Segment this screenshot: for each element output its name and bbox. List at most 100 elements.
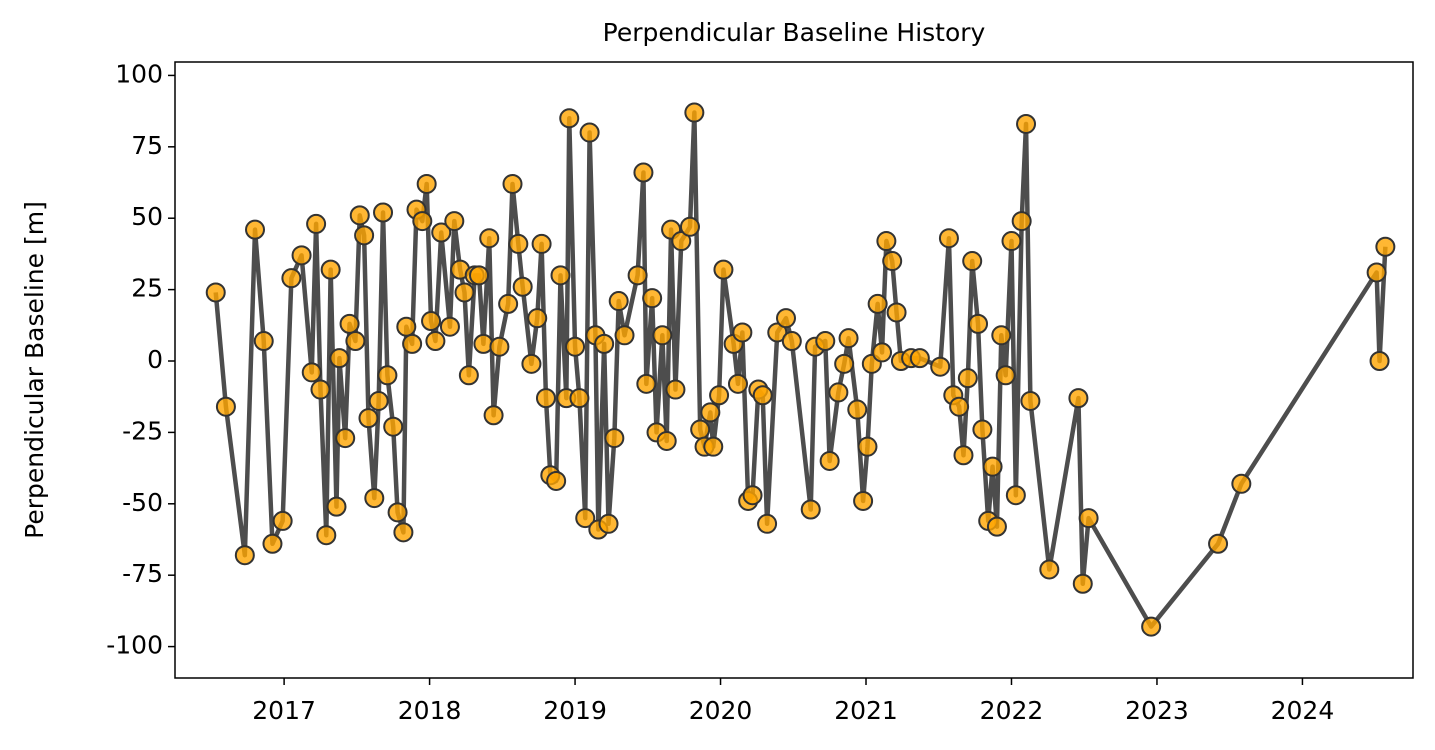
data-point — [986, 516, 1007, 537]
data-point — [957, 368, 978, 389]
data-point — [1231, 473, 1252, 494]
data-point — [886, 302, 907, 323]
x-tick-label: 2018 — [398, 696, 462, 725]
data-point — [335, 428, 356, 449]
data-point — [953, 445, 974, 466]
data-point — [1016, 113, 1037, 134]
data-point — [454, 282, 475, 303]
data-point — [473, 333, 494, 354]
data-point — [489, 336, 510, 357]
y-tick-label: 0 — [147, 345, 163, 374]
data-point — [742, 485, 763, 506]
data-point — [565, 336, 586, 357]
y-tick-label: 75 — [131, 131, 163, 160]
y-tick-label: -25 — [122, 416, 163, 445]
x-tick-label: 2020 — [689, 696, 753, 725]
y-tick-label: 50 — [131, 202, 163, 231]
data-point — [991, 325, 1012, 346]
data-point — [703, 436, 724, 457]
data-point — [354, 225, 375, 246]
data-point — [995, 365, 1016, 386]
plot-frame — [174, 61, 1414, 679]
data-point — [431, 222, 452, 243]
data-point — [1078, 508, 1099, 529]
x-tick-label: 2024 — [1271, 696, 1335, 725]
data-point — [1011, 211, 1032, 232]
data-point — [535, 388, 556, 409]
data-point — [502, 173, 523, 194]
data-point — [857, 436, 878, 457]
data-point — [508, 233, 529, 254]
data-point — [732, 322, 753, 343]
data-point — [598, 513, 619, 534]
data-point — [444, 211, 465, 232]
data-point — [498, 293, 519, 314]
data-point — [377, 365, 398, 386]
data-point — [368, 390, 389, 411]
data-point — [310, 379, 331, 400]
data-point — [425, 331, 446, 352]
x-tick-label: 2017 — [252, 696, 316, 725]
data-point — [930, 356, 951, 377]
data-point — [608, 291, 629, 312]
data-point — [909, 348, 930, 369]
data-point — [982, 456, 1003, 477]
data-point — [272, 510, 293, 531]
data-point — [550, 265, 571, 286]
data-point — [679, 216, 700, 237]
data-point — [819, 450, 840, 471]
data-point — [245, 219, 266, 240]
data-point — [636, 373, 657, 394]
data-point — [1005, 485, 1026, 506]
data-point — [521, 353, 542, 374]
data-point — [364, 488, 385, 509]
data-point — [1039, 559, 1060, 580]
data-point — [546, 470, 567, 491]
data-point — [383, 416, 404, 437]
data-point — [291, 245, 312, 266]
data-point — [569, 388, 590, 409]
data-point — [396, 316, 417, 337]
data-point — [727, 373, 748, 394]
data-point — [320, 259, 341, 280]
data-point — [828, 382, 849, 403]
y-axis-label: Perpendicular Baseline [m] — [20, 201, 49, 539]
data-point — [876, 231, 897, 252]
data-point — [527, 308, 548, 329]
data-point — [483, 405, 504, 426]
data-point — [962, 251, 983, 272]
data-point — [579, 122, 600, 143]
data-point — [215, 396, 236, 417]
data-point — [642, 288, 663, 309]
y-tick-label: -100 — [106, 631, 163, 660]
data-point — [690, 419, 711, 440]
data-point — [402, 333, 423, 354]
data-point — [416, 173, 437, 194]
data-point — [316, 525, 337, 546]
data-point — [847, 399, 868, 420]
data-point — [671, 231, 692, 252]
data-point — [627, 265, 648, 286]
data-point — [412, 211, 433, 232]
data-point — [853, 490, 874, 511]
y-tick-label: 100 — [115, 59, 163, 88]
data-point — [800, 499, 821, 520]
data-point — [345, 331, 366, 352]
data-point — [1141, 616, 1162, 637]
data-point — [469, 265, 490, 286]
data-point — [253, 331, 274, 352]
data-point — [1068, 388, 1089, 409]
data-point — [1375, 236, 1396, 257]
data-point — [594, 333, 615, 354]
chart-title: Perpendicular Baseline History — [603, 18, 986, 47]
data-point — [326, 496, 347, 517]
data-point — [700, 402, 721, 423]
data-point — [387, 502, 408, 523]
data-point — [872, 342, 893, 363]
data-point — [665, 379, 686, 400]
data-point — [234, 545, 255, 566]
data-point — [306, 213, 327, 234]
data-point — [439, 316, 460, 337]
x-tick-label: 2019 — [543, 696, 607, 725]
